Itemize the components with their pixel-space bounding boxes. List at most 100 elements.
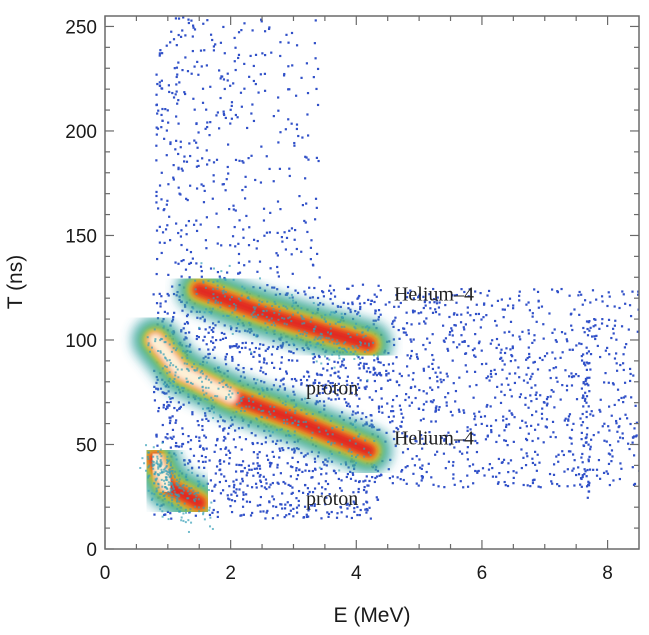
- scatter-point: [356, 405, 359, 408]
- band-point: [207, 378, 210, 381]
- scatter-point: [172, 178, 175, 181]
- band-point: [234, 309, 237, 312]
- scatter-point: [259, 495, 262, 499]
- scatter-point: [256, 441, 259, 445]
- scatter-point: [192, 454, 196, 457]
- scatter-point: [473, 354, 476, 357]
- scatter-point: [610, 460, 613, 463]
- scatter-point: [563, 419, 566, 422]
- scatter-point: [326, 369, 329, 372]
- scatter-point: [351, 472, 354, 475]
- scatter-point: [337, 370, 340, 373]
- band-point: [352, 352, 355, 355]
- scatter-point: [440, 436, 443, 439]
- band-point: [255, 335, 258, 338]
- scatter-point: [272, 384, 276, 387]
- scatter-point: [586, 468, 589, 472]
- scatter-point: [300, 76, 303, 79]
- scatter-point: [452, 341, 455, 344]
- scatter-point: [509, 348, 512, 351]
- scatter-point: [180, 259, 183, 263]
- scatter-point: [455, 301, 458, 304]
- scatter-point: [162, 406, 165, 409]
- scatter-point: [175, 90, 178, 93]
- scatter-point: [237, 272, 240, 275]
- band-point: [181, 386, 184, 389]
- band-point: [202, 511, 205, 514]
- scatter-point: [224, 363, 228, 366]
- scatter-point: [159, 302, 162, 305]
- scatter-point: [202, 184, 205, 188]
- scatter-point: [255, 486, 258, 489]
- band-point: [293, 430, 296, 433]
- scatter-point: [409, 386, 412, 390]
- band-point: [182, 512, 185, 515]
- scatter-point: [592, 433, 595, 437]
- band-point: [293, 307, 296, 310]
- scatter-point: [444, 337, 448, 340]
- scatter-point: [604, 372, 607, 375]
- scatter-point: [466, 485, 470, 488]
- scatter-point: [622, 400, 625, 404]
- scatter-point: [161, 119, 164, 122]
- scatter-point: [474, 355, 477, 358]
- scatter-point: [201, 428, 204, 431]
- scatter-point: [442, 324, 445, 327]
- band-point: [256, 378, 259, 381]
- scatter-point: [392, 338, 395, 341]
- band-point: [286, 418, 289, 421]
- scatter-point: [335, 516, 339, 519]
- scatter-point: [580, 293, 583, 296]
- scatter-point: [232, 204, 235, 207]
- scatter-point: [389, 378, 392, 381]
- scatter-point: [526, 356, 529, 360]
- band-point: [328, 340, 331, 343]
- band-point: [261, 300, 264, 303]
- band-point: [259, 404, 262, 407]
- band-point: [297, 420, 300, 423]
- scatter-point: [289, 484, 292, 487]
- scatter-point: [313, 218, 317, 221]
- scatter-point: [232, 480, 235, 483]
- scatter-point: [451, 334, 454, 337]
- scatter-point: [580, 485, 583, 488]
- scatter-point: [306, 113, 309, 116]
- scatter-point: [326, 511, 329, 514]
- band-point: [301, 315, 304, 318]
- scatter-point: [231, 345, 234, 348]
- band-point: [207, 301, 210, 304]
- scatter-point: [577, 374, 580, 378]
- band-point: [273, 329, 276, 332]
- scatter-point: [498, 472, 501, 475]
- band-point: [169, 464, 172, 467]
- band-point: [248, 297, 251, 300]
- band-point: [158, 465, 161, 468]
- scatter-point: [200, 183, 203, 186]
- band-point: [293, 406, 296, 409]
- scatter-point: [282, 74, 286, 77]
- scatter-point: [208, 459, 211, 462]
- scatter-point: [271, 495, 274, 498]
- scatter-point: [568, 294, 571, 297]
- scatter-point: [591, 289, 595, 292]
- scatter-point: [320, 467, 323, 471]
- scatter-point: [570, 442, 573, 445]
- scatter-point: [601, 318, 604, 321]
- scatter-point: [265, 487, 268, 491]
- scatter-point: [328, 493, 331, 496]
- band-point: [189, 511, 192, 514]
- scatter-point: [486, 434, 489, 437]
- scatter-point: [593, 318, 596, 321]
- scatter-point: [256, 453, 259, 456]
- band-point: [196, 367, 199, 370]
- scatter-point: [525, 438, 529, 442]
- scatter-point: [461, 340, 464, 344]
- scatter-point: [347, 302, 350, 305]
- scatter-point: [632, 435, 636, 438]
- scatter-point: [281, 447, 284, 450]
- scatter-point: [546, 395, 549, 399]
- scatter-point: [158, 225, 161, 228]
- scatter-point: [575, 398, 579, 401]
- band-point: [174, 476, 177, 479]
- scatter-point: [624, 302, 627, 305]
